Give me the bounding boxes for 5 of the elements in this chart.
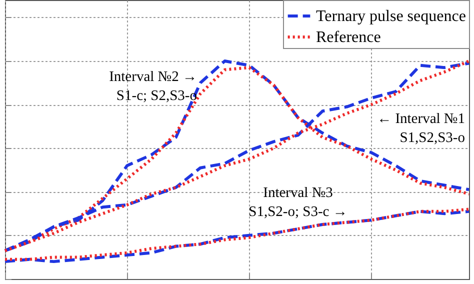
legend-label: Reference	[316, 29, 381, 46]
legend-label: Ternary pulse sequence	[316, 8, 466, 25]
annotation: ← Interval №1 S1,S2,S3-o	[377, 111, 465, 146]
annotation: Interval №3 S1,S2-o; S3-c →	[248, 185, 348, 220]
annotation: Interval №2 → S1-c; S2,S3-o	[109, 69, 197, 104]
